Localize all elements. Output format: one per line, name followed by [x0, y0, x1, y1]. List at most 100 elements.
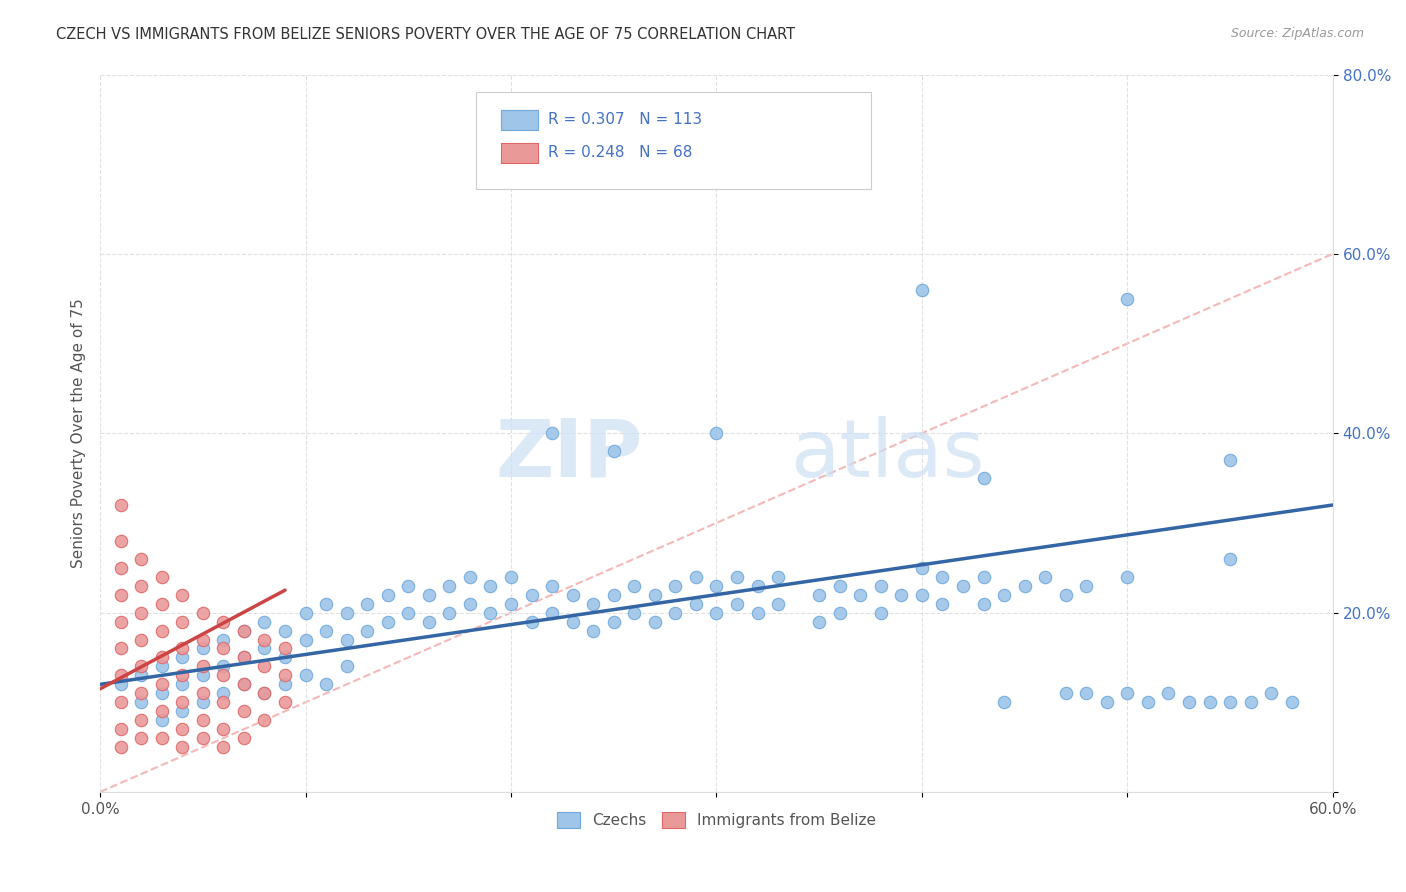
Point	[172, 615, 194, 629]
Point	[110, 561, 132, 575]
Point	[582, 624, 605, 638]
Point	[499, 570, 522, 584]
Point	[1054, 686, 1077, 700]
Point	[1281, 695, 1303, 709]
Text: R = 0.307   N = 113: R = 0.307 N = 113	[547, 112, 702, 127]
Point	[911, 283, 934, 297]
Point	[110, 615, 132, 629]
Y-axis label: Seniors Poverty Over the Age of 75: Seniors Poverty Over the Age of 75	[72, 298, 86, 568]
FancyBboxPatch shape	[501, 143, 537, 162]
Point	[869, 606, 891, 620]
Text: ZIP: ZIP	[495, 416, 643, 494]
Point	[356, 624, 378, 638]
Point	[993, 588, 1015, 602]
Point	[1136, 695, 1159, 709]
Point	[644, 588, 666, 602]
Point	[520, 588, 543, 602]
Point	[1219, 695, 1241, 709]
Point	[294, 606, 316, 620]
Point	[253, 632, 276, 647]
Point	[439, 579, 461, 593]
Point	[993, 695, 1015, 709]
Point	[1095, 695, 1118, 709]
Point	[336, 632, 359, 647]
Point	[706, 426, 728, 441]
Point	[1033, 570, 1056, 584]
Point	[479, 579, 502, 593]
Point	[110, 533, 132, 548]
Point	[129, 551, 152, 566]
Point	[294, 632, 316, 647]
Point	[212, 740, 235, 755]
Point	[828, 579, 851, 593]
Point	[253, 641, 276, 656]
Point	[377, 615, 399, 629]
Point	[129, 606, 152, 620]
Point	[110, 677, 132, 691]
Text: CZECH VS IMMIGRANTS FROM BELIZE SENIORS POVERTY OVER THE AGE OF 75 CORRELATION C: CZECH VS IMMIGRANTS FROM BELIZE SENIORS …	[56, 27, 796, 42]
Point	[253, 713, 276, 727]
Point	[439, 606, 461, 620]
Point	[828, 606, 851, 620]
Point	[664, 606, 686, 620]
Point	[685, 570, 707, 584]
Point	[150, 597, 173, 611]
Point	[520, 615, 543, 629]
Point	[172, 740, 194, 755]
Point	[150, 704, 173, 718]
Point	[1219, 453, 1241, 467]
Point	[110, 722, 132, 736]
Point	[232, 677, 254, 691]
Point	[274, 677, 297, 691]
Point	[582, 597, 605, 611]
Point	[315, 597, 337, 611]
Point	[232, 650, 254, 665]
Point	[664, 157, 686, 171]
Point	[232, 677, 254, 691]
Point	[418, 615, 440, 629]
Point	[172, 588, 194, 602]
Point	[212, 686, 235, 700]
Point	[191, 659, 214, 673]
Point	[129, 686, 152, 700]
Point	[1076, 579, 1098, 593]
Point	[232, 731, 254, 746]
Point	[1260, 686, 1282, 700]
Point	[232, 704, 254, 718]
Point	[191, 713, 214, 727]
Point	[623, 579, 645, 593]
Point	[110, 740, 132, 755]
Point	[1116, 292, 1139, 306]
Point	[911, 588, 934, 602]
Point	[499, 597, 522, 611]
Point	[931, 597, 953, 611]
Point	[110, 668, 132, 682]
Point	[890, 588, 912, 602]
Point	[150, 713, 173, 727]
Point	[336, 659, 359, 673]
Point	[931, 570, 953, 584]
Point	[150, 624, 173, 638]
Point	[150, 677, 173, 691]
Point	[129, 632, 152, 647]
Point	[253, 686, 276, 700]
Point	[1116, 570, 1139, 584]
Point	[1178, 695, 1201, 709]
Point	[150, 686, 173, 700]
FancyBboxPatch shape	[501, 110, 537, 129]
Legend: Czechs, Immigrants from Belize: Czechs, Immigrants from Belize	[551, 806, 882, 835]
Point	[110, 641, 132, 656]
Point	[377, 588, 399, 602]
Point	[766, 570, 789, 584]
Point	[274, 641, 297, 656]
Point	[458, 597, 481, 611]
Point	[129, 668, 152, 682]
Point	[1116, 686, 1139, 700]
Point	[274, 624, 297, 638]
Point	[150, 650, 173, 665]
Point	[212, 615, 235, 629]
Point	[172, 695, 194, 709]
Point	[212, 641, 235, 656]
Point	[212, 668, 235, 682]
Point	[172, 650, 194, 665]
